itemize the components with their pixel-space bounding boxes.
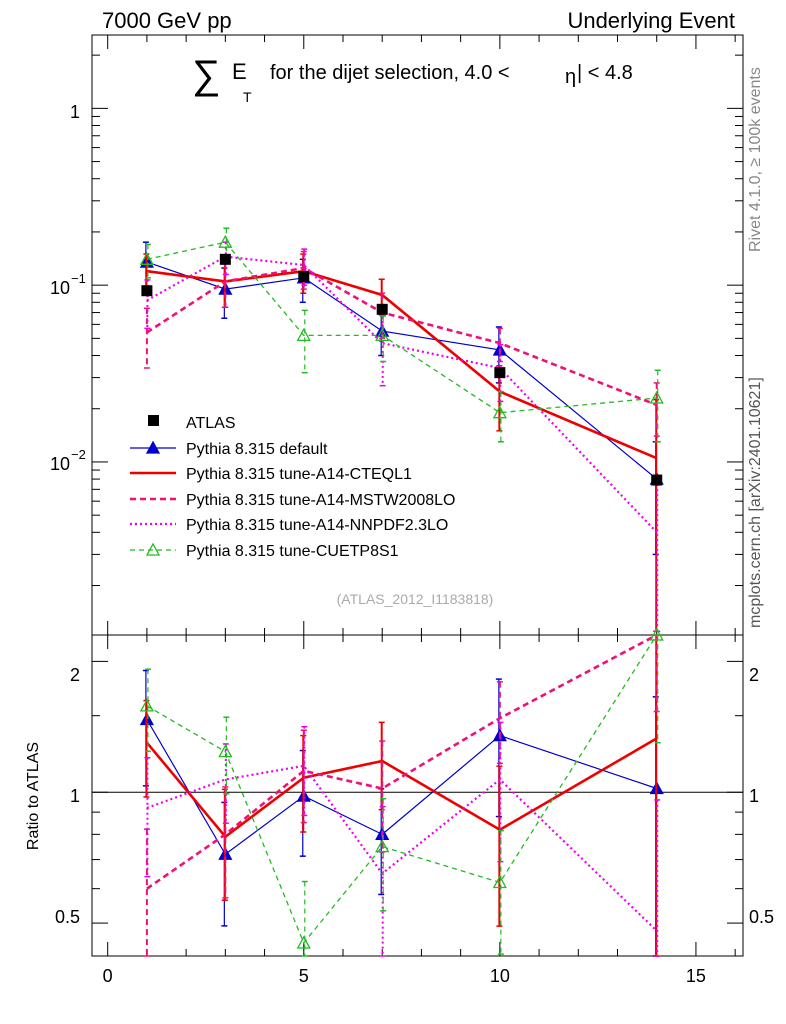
- legend-label-nnpdf: Pythia 8.315 tune-A14-NNPDF2.3LO: [186, 517, 448, 534]
- legend-marker-atlas: [148, 415, 159, 426]
- legend-label-atlas: ATLAS: [186, 415, 236, 432]
- main-y-tick-exp-2: −2: [71, 447, 86, 462]
- legend: [130, 415, 176, 556]
- ratio-line-default: [146, 719, 657, 856]
- title-tail: | < 4.8: [577, 62, 633, 84]
- ratio-y-tick-1: 1: [70, 786, 80, 806]
- data-series: [139, 227, 664, 957]
- ratio-y-tick-2-right: 2: [749, 665, 759, 685]
- legend-marker-default: [145, 440, 161, 454]
- main-point-cuetp8s1: [649, 390, 664, 404]
- ratio-line-mstw: [146, 633, 658, 890]
- legend-label-cuetp8s1: Pythia 8.315 tune-CUETP8S1: [186, 543, 399, 560]
- main-point-cuetp8s1: [375, 328, 390, 342]
- mcplots-label: mcplots.cern.ch [arXiv:2401.10621]: [747, 377, 764, 628]
- title-eta: η: [565, 66, 576, 88]
- ratio-point-cuetp8s1: [218, 744, 233, 758]
- main-point-cuetp8s1: [139, 251, 154, 265]
- energy-header: 7000 GeV pp: [102, 8, 232, 33]
- ratio-point-cuetp8s1: [492, 875, 507, 889]
- x-tick-10: 10: [490, 966, 510, 986]
- ratio-y-tick-1-right: 1: [749, 786, 759, 806]
- main-point-atlas: [651, 474, 663, 486]
- main-y-tick-1: 1: [70, 102, 80, 122]
- x-tick-0: 0: [103, 966, 113, 986]
- main-point-atlas: [219, 253, 231, 265]
- x-tick-5: 5: [299, 966, 309, 986]
- axis-ticks: [92, 35, 743, 956]
- legend-label-default: Pythia 8.315 default: [186, 441, 328, 458]
- main-point-cuetp8s1: [492, 405, 507, 419]
- main-point-atlas: [376, 303, 388, 315]
- main-point-atlas: [494, 367, 506, 379]
- main-point-cuetp8s1: [296, 328, 311, 342]
- ratio-point-cuetp8s1: [296, 935, 311, 949]
- ratio-y-tick-0.5: 0.5: [55, 907, 80, 927]
- process-header: Underlying Event: [567, 8, 735, 33]
- main-line-nnpdf: [146, 255, 658, 534]
- legend-marker-cuetp8s1: [145, 542, 161, 556]
- main-y-tick-10-base: 10: [50, 278, 70, 298]
- title-sum-symbol: ∑: [192, 53, 221, 97]
- rivet-version-label: Rivet 4.1.0, ≥ 100k events: [747, 67, 764, 252]
- title-quantity: E: [232, 59, 247, 84]
- main-point-atlas: [298, 270, 310, 282]
- main-line-mstw: [146, 266, 658, 407]
- ratio-line-cteql1: [145, 737, 658, 839]
- title-text: for the dijet selection, 4.0 <: [270, 62, 510, 84]
- ratio-point-cuetp8s1: [139, 698, 154, 712]
- ratio-point-cuetp8s1: [649, 627, 664, 641]
- ratio-point-cuetp8s1: [375, 839, 390, 853]
- ratio-y-tick-2: 2: [70, 665, 80, 685]
- main-point-atlas: [141, 285, 153, 297]
- main-line-default: [146, 261, 658, 480]
- analysis-watermark: (ATLAS_2012_I1183818): [337, 591, 494, 607]
- main-line-cteql1: [146, 269, 658, 460]
- x-tick-15: 15: [686, 966, 706, 986]
- main-y-tick-exp-1: −1: [71, 271, 86, 286]
- main-point-cuetp8s1: [218, 234, 233, 248]
- ratio-line-nnpdf: [146, 764, 658, 932]
- ratio-y-tick-0.5-right: 0.5: [749, 907, 774, 927]
- main-line-cuetp8s1: [146, 241, 657, 414]
- ratio-line-cuetp8s1: [146, 634, 658, 945]
- ratio-plot-frame: [91, 634, 744, 957]
- legend-label-mstw: Pythia 8.315 tune-A14-MSTW2008LO: [186, 492, 455, 509]
- main-y-tick-10-base-2: 10: [50, 454, 70, 474]
- title-subscript: T: [243, 89, 252, 105]
- ratio-axis-label: Ratio to ATLAS: [25, 742, 42, 850]
- legend-label-cteql1: Pythia 8.315 tune-A14-CTEQL1: [186, 466, 412, 483]
